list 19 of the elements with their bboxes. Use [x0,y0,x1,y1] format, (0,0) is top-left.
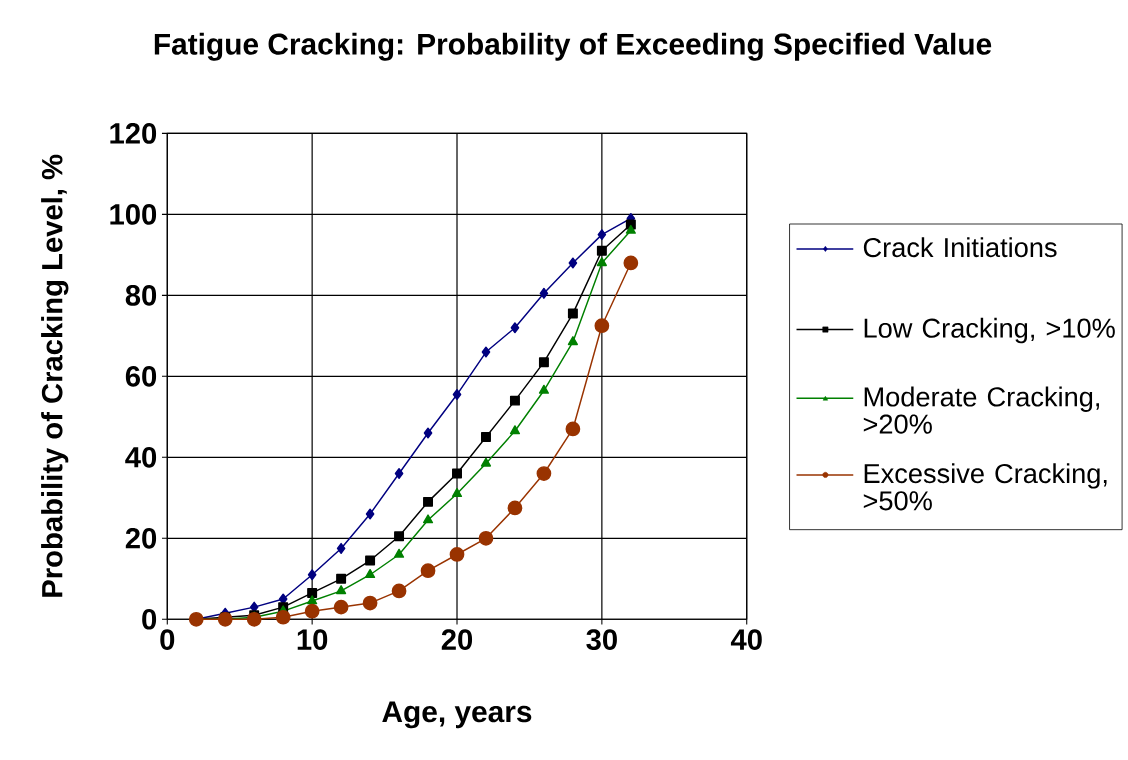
y-tick-label: 120 [110,123,157,144]
legend-label: Excessive Cracking, >50% [863,463,1107,511]
x-axis-title: Age, years [382,701,532,729]
y-tick-label: 0 [142,609,157,630]
y-tick-label: 100 [110,204,157,225]
x-tick-label: 10 [297,629,328,651]
legend-label: Moderate Cracking, >20% [863,386,1099,434]
x-tick-label: 20 [441,629,473,651]
legend-label: Low Cracking, >10% [864,318,1115,344]
x-tick-label: 0 [160,629,175,651]
y-tick-label: 40 [125,447,157,468]
x-tick-label: 40 [730,629,762,651]
y-tick-label: 20 [125,528,157,549]
legend-label: Crack Initiations [863,237,1057,258]
y-tick-label: 80 [125,285,157,306]
y-tick-label: 60 [125,366,157,387]
chart-title: Fatigue Cracking: Probability of Exceeding Specified Value [154,32,992,61]
y-axis-title: Probability of Cracking Level, % [41,154,69,597]
x-tick-label: 30 [586,629,617,651]
